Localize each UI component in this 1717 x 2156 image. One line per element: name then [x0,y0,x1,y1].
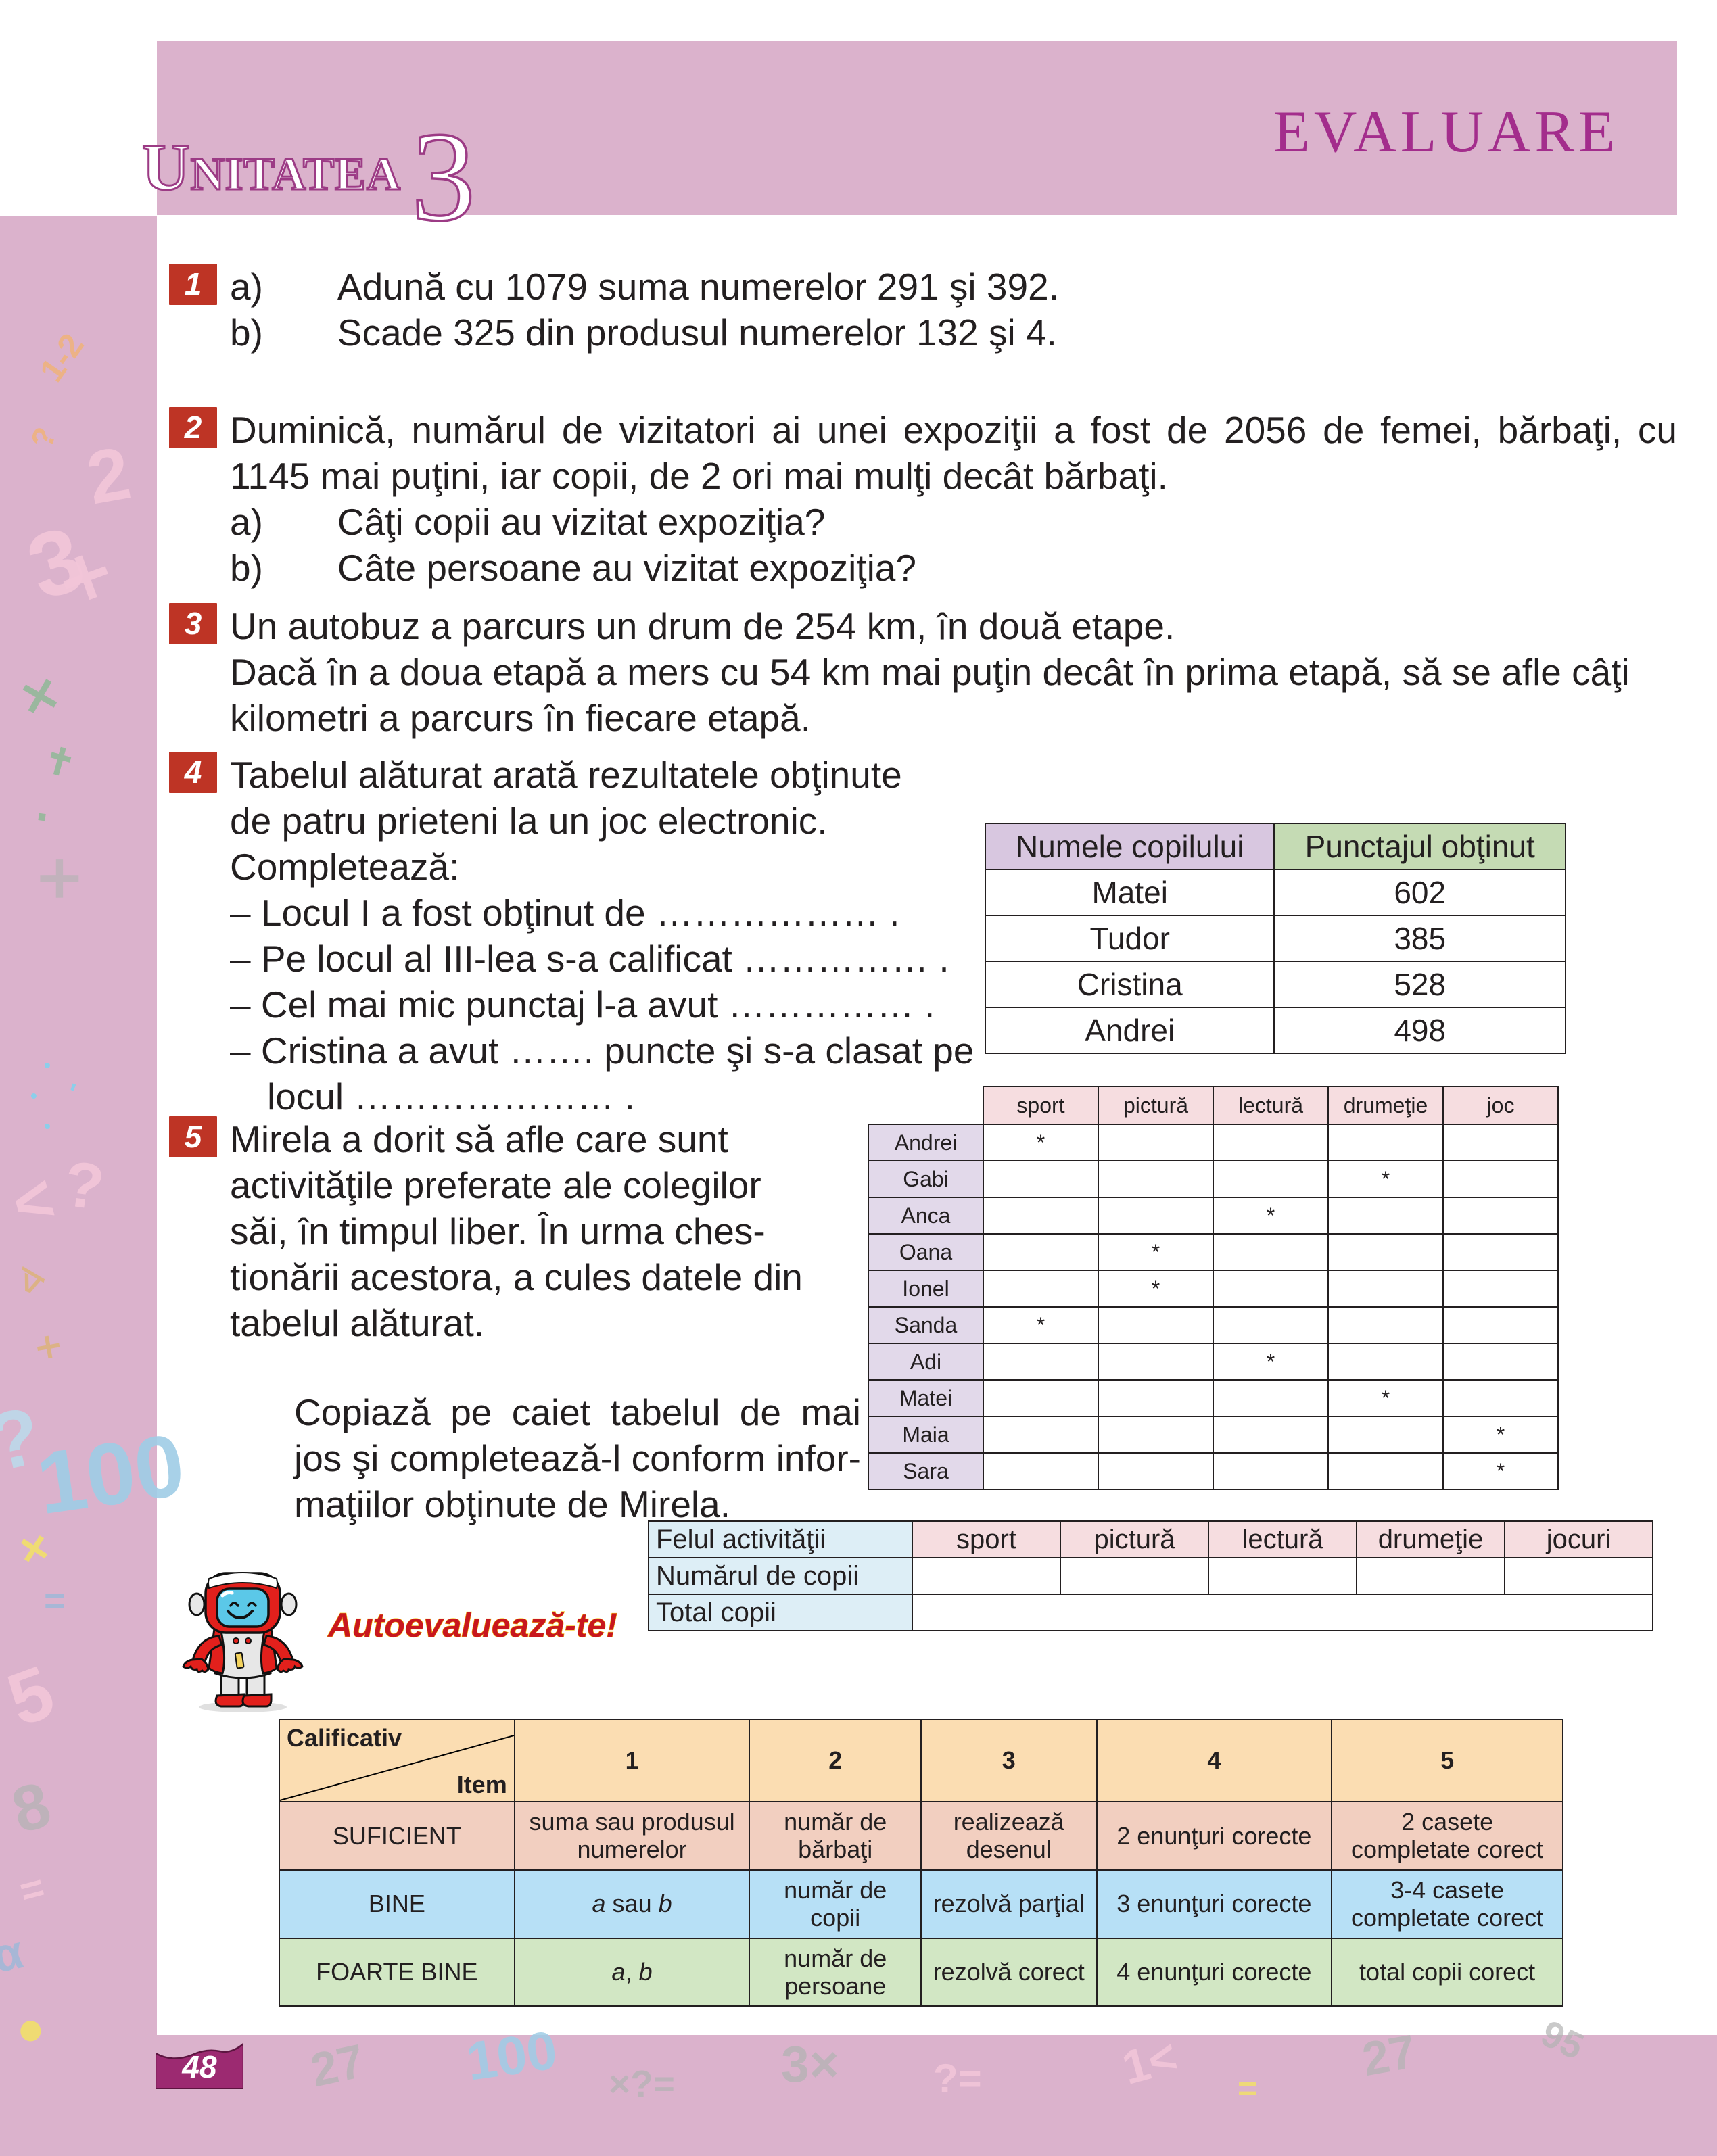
svg-text:48: 48 [181,2049,217,2084]
